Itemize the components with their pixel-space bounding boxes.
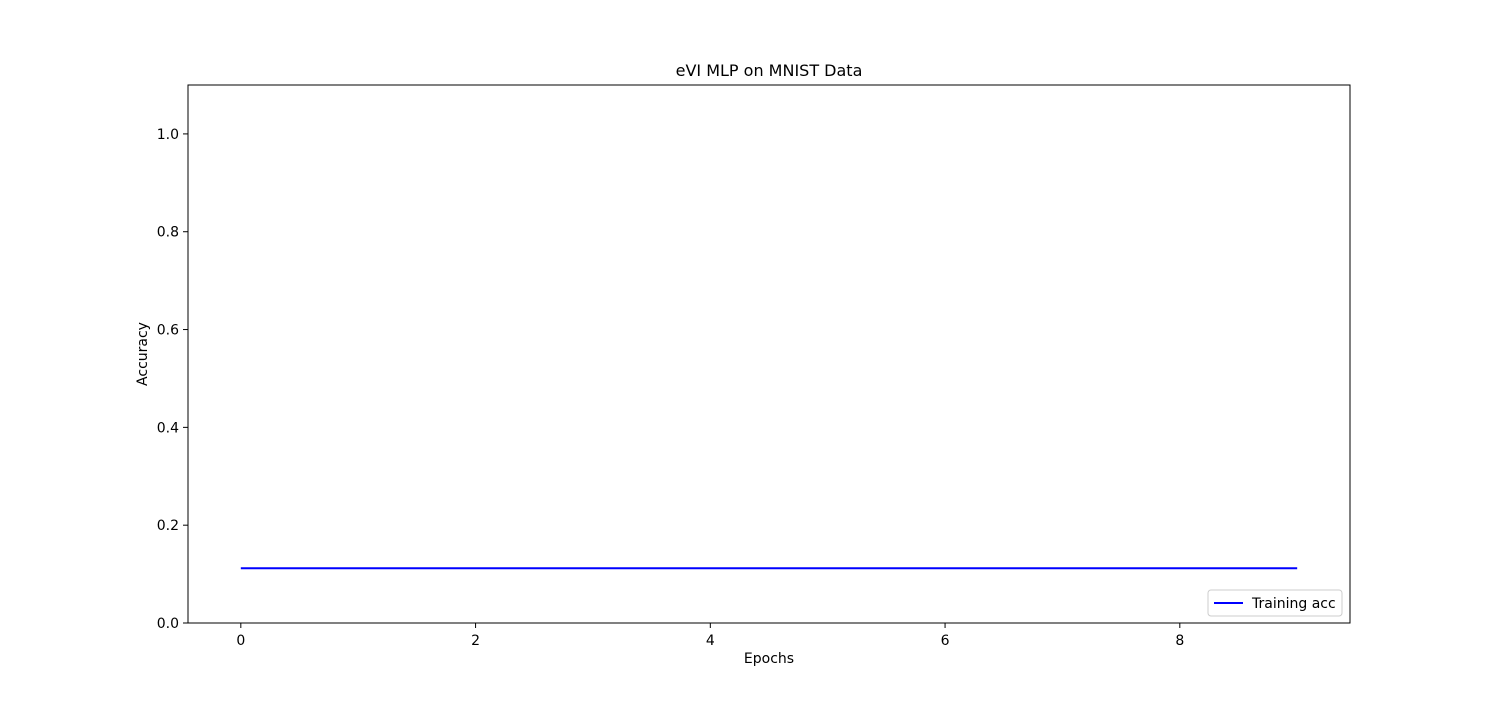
- x-tick-label: 8: [1175, 633, 1184, 649]
- legend-entry-training-acc: Training acc: [1251, 596, 1336, 612]
- x-tick-label: 6: [941, 633, 950, 649]
- x-tick-label: 4: [706, 633, 715, 649]
- y-tick-label: 1.0: [157, 127, 179, 143]
- plot-frame: [187, 84, 1351, 624]
- y-tick-label: 0.8: [157, 225, 179, 241]
- x-tick-label: 2: [471, 633, 480, 649]
- x-axis-label: Epochs: [744, 651, 794, 667]
- y-tick-label: 0.4: [157, 420, 179, 436]
- y-tick-label: 0.6: [157, 323, 179, 339]
- legend-box: [1207, 589, 1343, 617]
- y-axis-ticks: 0.0 0.2 0.4 0.6 0.8 1.0: [157, 127, 188, 632]
- y-axis-label: Accuracy: [135, 322, 151, 386]
- x-axis-ticks: 0 2 4 6 8: [236, 623, 1184, 649]
- legend: Training acc: [1207, 589, 1343, 617]
- chart-title: eVI MLP on MNIST Data: [676, 61, 863, 80]
- y-tick-label: 0.2: [157, 518, 179, 534]
- y-tick-label: 0.0: [157, 616, 179, 632]
- x-tick-label: 0: [236, 633, 245, 649]
